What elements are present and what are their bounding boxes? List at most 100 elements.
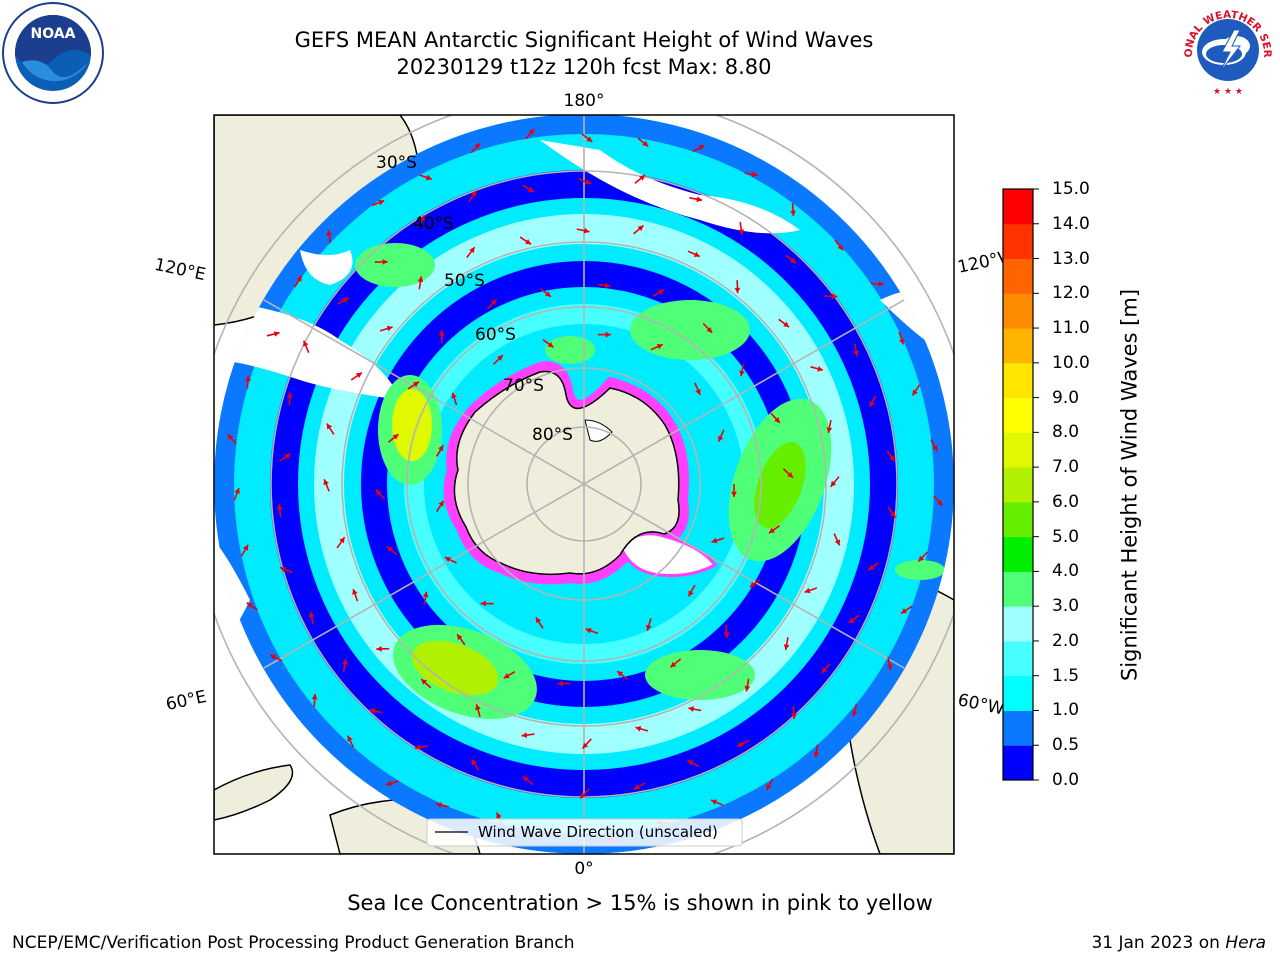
- colorbar-segment: [1003, 328, 1033, 364]
- wave-arrow-head: [936, 499, 943, 506]
- lon-label-60e: 60°E: [164, 687, 208, 715]
- wave-arrow-head: [438, 445, 444, 452]
- wave-arrow-head: [521, 732, 528, 738]
- lat-label-50s: 50°S: [444, 271, 485, 291]
- wave-arrow-head: [342, 659, 348, 665]
- svg-text:NOAA: NOAA: [31, 26, 76, 42]
- colorbar-label: Significant Height of Wind Waves [m]: [1117, 288, 1142, 682]
- lon-label-180: 180°: [564, 91, 605, 111]
- wave-arrow-head: [438, 500, 444, 507]
- wave-arrow-head: [642, 140, 649, 147]
- wave-arrow-head: [899, 338, 905, 345]
- wave-arrow-head: [547, 341, 554, 348]
- wave-arrow-head: [475, 704, 481, 711]
- wave-arrow-head: [242, 544, 249, 551]
- colorbar-tick-label: 1.0: [1052, 700, 1080, 721]
- colorbar-segment: [1003, 710, 1033, 746]
- colorbar-segment: [1003, 432, 1033, 468]
- wave-arrow-head: [868, 564, 875, 571]
- wave-arrow-head: [585, 628, 592, 634]
- wave-arrow-head: [787, 472, 793, 478]
- colorbar-tick-label: 1.5: [1052, 665, 1080, 686]
- wave-arrow-head: [688, 706, 695, 712]
- wave-arrow-head: [369, 708, 376, 714]
- wave-arrow-head: [326, 230, 332, 236]
- wave-arrow-head: [698, 145, 705, 151]
- colorbar-tick-label: 8.0: [1052, 422, 1080, 443]
- wave-arrow-head: [352, 589, 358, 595]
- wave-arrow-head: [826, 427, 833, 433]
- wave-arrow-head: [528, 129, 535, 135]
- wave-arrow-head: [474, 143, 481, 150]
- wave-arrow-head: [528, 186, 534, 192]
- wave-arrow-head: [270, 654, 277, 660]
- wave-arrow-head: [749, 581, 756, 588]
- wave-arrow-head: [783, 321, 790, 328]
- wave-arrow-head: [421, 679, 428, 685]
- lat-label-30s: 30°S: [376, 153, 417, 173]
- wave-arrow-head: [790, 257, 796, 264]
- wave-arrow-head: [392, 434, 399, 440]
- lat-label-80s: 80°S: [532, 425, 573, 445]
- wave-arrow-head: [790, 210, 796, 216]
- wave-arrow-head: [323, 479, 329, 486]
- wave-arrow-head: [768, 527, 775, 534]
- wave-arrow-head: [695, 388, 701, 395]
- wave-arrow-head: [480, 600, 486, 607]
- wave-arrow-head: [804, 587, 811, 594]
- wave-arrow-head: [670, 661, 677, 668]
- lon-label-60w: 60°W: [956, 690, 1006, 719]
- colorbar-tick-label: 5.0: [1052, 526, 1080, 547]
- colorbar-tick-label: 7.0: [1052, 457, 1080, 478]
- wave-arrow-head: [617, 671, 624, 677]
- colorbar-segment: [1003, 293, 1033, 329]
- wave-arrow-head: [417, 276, 424, 283]
- wave-arrow-head: [706, 327, 713, 333]
- colorbar-frame: [1002, 188, 1034, 781]
- colorbar-tick-label: 0.0: [1052, 770, 1080, 790]
- colorbar-segment: [1003, 223, 1033, 260]
- sea-ice-note: Sea Ice Concentration > 15% is shown in …: [347, 891, 933, 915]
- wave-arrow-head: [503, 673, 510, 679]
- colorbar-tick-label: 9.0: [1052, 387, 1080, 408]
- wave-arrow-head: [386, 780, 393, 786]
- colorbar-tick-label: 13.0: [1052, 248, 1090, 269]
- wave-arrow-head: [286, 392, 293, 398]
- wave-arrow-head: [276, 504, 283, 510]
- colorbar-tick-label: 6.0: [1052, 491, 1080, 512]
- wave-arrow-head: [378, 199, 385, 206]
- footer-date: 31 Jan 2023 on Hera: [1091, 933, 1266, 953]
- colorbar-segment: [1003, 606, 1033, 642]
- wave-arrow-head: [413, 381, 419, 388]
- colorbar-segment: [1003, 745, 1033, 781]
- chart-title: GEFS MEAN Antarctic Significant Height o…: [294, 28, 874, 52]
- wave-arrow-head: [813, 751, 820, 758]
- wave-arrow-head: [280, 566, 286, 573]
- colorbar-tick-label: 15.0: [1052, 179, 1090, 199]
- footer-credit: NCEP/EMC/Verification Post Processing Pr…: [12, 933, 575, 953]
- wave-arrow-head: [245, 375, 251, 382]
- svg-text:★ ★ ★: ★ ★ ★: [1213, 87, 1243, 97]
- wave-arrow-head: [734, 287, 741, 294]
- wave-arrow-head: [583, 227, 590, 234]
- wave-arrow-head: [497, 355, 503, 361]
- colorbar-tick-label: 0.5: [1052, 735, 1080, 756]
- colorbar: [1002, 188, 1039, 781]
- wave-arrow-head: [731, 491, 737, 497]
- lat-label-70s: 70°S: [503, 376, 544, 396]
- wave-arrow-head: [774, 417, 780, 423]
- wave-arrow-head: [817, 366, 823, 372]
- colorbar-segment: [1003, 536, 1033, 572]
- wave-arrow-head: [356, 372, 362, 379]
- wave-arrow-head: [273, 331, 280, 337]
- wave-arrow-head: [739, 370, 745, 377]
- colorbar-tick-label: 11.0: [1052, 318, 1090, 339]
- wave-arrow-head: [831, 293, 838, 300]
- wave-arrow-head: [853, 350, 859, 357]
- wave-arrow-head: [471, 190, 477, 197]
- wave-arrow-head: [457, 634, 463, 641]
- wave-arrow-head: [326, 423, 333, 430]
- colorbar-tick-label: 14.0: [1052, 213, 1090, 234]
- wave-arrow-head: [308, 611, 315, 618]
- wave-arrow-head: [693, 251, 700, 257]
